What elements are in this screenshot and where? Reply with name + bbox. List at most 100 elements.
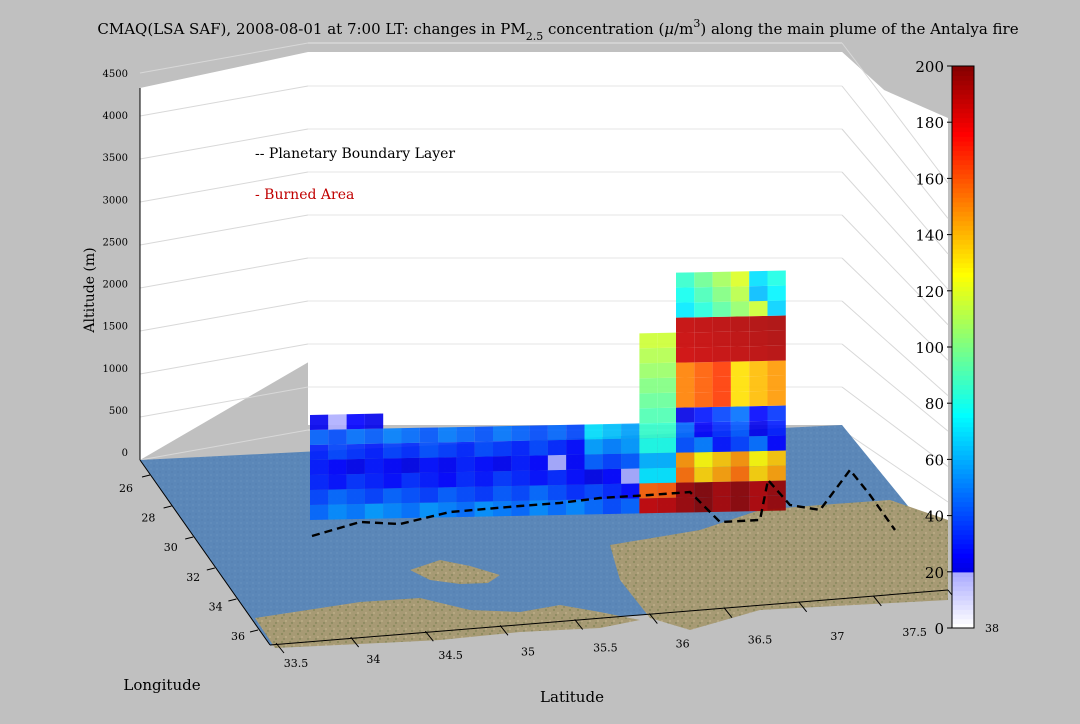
plume-cell [383,443,402,459]
z-tick-label: 1500 [103,322,128,333]
plume-cell [602,438,622,455]
colorbar-segment [952,590,974,596]
plume-cell [438,442,457,458]
gridline [841,42,949,184]
plume-cell [712,436,731,452]
gridline [139,386,309,418]
plume-cell [730,346,750,362]
z-tick-label: 2000 [103,280,128,291]
colorbar-segment [952,75,974,81]
plume-cell [712,376,731,392]
plume-cell [584,499,603,515]
latitude-tick-label: 37 [830,630,844,643]
plume-cell [694,466,713,483]
plume-cell [419,427,439,443]
plume-cell [694,316,713,333]
colorbar-segment [952,623,974,629]
plume-cell [364,458,384,474]
z-tick-label: 2500 [103,237,128,248]
colorbar-segment [952,384,974,390]
plume-cell [676,437,695,453]
plume-cell [328,474,347,490]
longitude-tick [228,598,237,602]
colorbar-segment [952,145,974,151]
colorbar-segment [952,187,974,194]
latitude-tick [499,625,509,636]
colorbar-segment [952,347,974,353]
plume-cell [621,468,640,484]
plume-cell [676,302,695,318]
plume-cell [657,437,676,454]
colorbar-segment [952,553,974,559]
plume-cell [749,315,768,332]
plume-cell [364,413,384,429]
plume-cell [676,467,695,483]
plume-cell [749,435,768,452]
colorbar-tick-label: 0 [934,620,944,638]
colorbar-segment [952,524,974,531]
colorbar-segment [952,613,974,620]
plume-cell [511,500,530,516]
plume-cell [401,457,420,474]
plume-cell [712,286,731,302]
longitude-tick-label: 28 [141,512,155,525]
plume-cell [730,331,750,347]
plume-cell [767,375,786,391]
plume-cell [511,425,530,441]
plume-cell [749,270,768,287]
colorbar-segment [952,421,974,428]
plume-cell [493,500,512,517]
z-tick-label: 3000 [103,195,128,206]
longitude-tick [185,536,194,540]
colorbar-segment [952,529,974,535]
plume-cell [493,485,512,502]
plume-cell [474,441,493,457]
plume-cell [511,440,530,456]
colorbar-segment [952,417,974,423]
colorbar-segment [952,407,974,414]
plume-cell [676,347,695,363]
plume-cell [383,473,402,489]
plume-cell [639,348,658,364]
colorbar-segment [952,562,974,568]
plume-cell [584,469,603,485]
plume-cell [657,467,676,484]
plume-cell [749,375,768,392]
plume-cell [547,484,567,501]
colorbar-tick-label: 40 [925,508,944,526]
colorbar-segment [952,295,974,301]
colorbar-segment [952,464,974,470]
plume-cell [749,330,768,347]
colorbar-segment [952,412,974,418]
colorbar-segment [952,304,974,311]
plume-cell [566,499,585,515]
back-wall [308,52,884,428]
colorbar-segment [952,272,974,278]
colorbar-segment [952,328,974,334]
plume-cell [730,286,750,302]
z-tick-label: 4000 [103,111,128,122]
plume-cell [346,428,365,445]
plume-cell [712,316,731,332]
plume-cell [749,465,768,482]
plume-cell [621,498,640,514]
latitude-tick-label: 36.5 [748,634,773,647]
plume-cell [310,504,329,520]
plume-cell [419,442,439,458]
gridline [139,343,309,375]
colorbar-segment [952,206,974,212]
plume-cell [749,360,768,377]
plume-cell [767,450,786,466]
plume-cell [730,376,750,392]
plume-cell [401,487,420,504]
plume-cell [712,391,731,407]
plume-cell [419,457,439,473]
plume-cell [676,452,695,468]
colorbar-segment [952,567,974,573]
colorbar-segment [952,103,974,109]
plume-cell [676,422,695,438]
chart-title: CMAQ(LSA SAF), 2008-08-01 at 7:00 LT: ch… [97,17,1018,43]
plume-cell [401,427,420,444]
colorbar-segment [952,618,974,624]
plume-cell [602,453,622,470]
